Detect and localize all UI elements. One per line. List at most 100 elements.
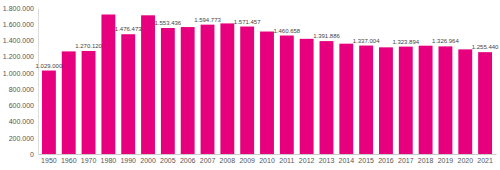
- bar: [260, 32, 274, 154]
- bar: [379, 47, 393, 154]
- x-tick: 2019: [438, 154, 454, 164]
- x-tick-label: 2012: [299, 157, 315, 164]
- bar: [121, 34, 135, 154]
- y-tick: 1.000.000: [3, 70, 38, 77]
- x-tick: 2000: [140, 154, 156, 164]
- y-tick-label: 1.200.000: [3, 53, 34, 60]
- y-tick: 400.000: [9, 118, 38, 125]
- y-tick-label: 400.000: [9, 118, 34, 125]
- x-tick-label: 2006: [180, 157, 196, 164]
- x-axis: 1950 1960 1970 19801990 2000 2005 2006 2007 2008…: [39, 154, 497, 164]
- x-tick: 2006: [180, 154, 196, 164]
- y-tick: 200.000: [9, 135, 38, 142]
- x-tick-label: 1990: [120, 157, 136, 164]
- bar: [141, 15, 155, 154]
- data-label: 1.323.894: [392, 39, 419, 45]
- bar: [320, 41, 334, 154]
- x-tick: 2017: [398, 154, 414, 164]
- bar: [220, 23, 234, 154]
- bar: [439, 46, 453, 154]
- x-tick: 2011: [279, 154, 294, 164]
- y-tick-label: 1.800.000: [3, 5, 34, 12]
- x-tick: 2021: [477, 154, 493, 164]
- y-tick: 1.600.000: [3, 21, 38, 28]
- y-tick: 1.400.000: [3, 37, 38, 44]
- bar: [419, 46, 433, 154]
- plot-area: 0200.000400.000600.000800.0001.000.0001.…: [3, 5, 499, 164]
- x-tick-label: 2005: [160, 157, 176, 164]
- x-tick: 1960: [61, 154, 77, 164]
- x-tick-label: 2013: [319, 157, 335, 164]
- bar: [240, 27, 254, 154]
- bar: [62, 51, 76, 154]
- data-label: 1.337.004: [353, 38, 380, 44]
- x-tick-label: 2007: [200, 157, 216, 164]
- x-tick-label: 1950: [41, 157, 57, 164]
- data-label: 1.571.457: [234, 19, 261, 25]
- bar: [280, 36, 294, 154]
- x-tick: 1950: [41, 154, 57, 164]
- y-tick: 800.000: [9, 86, 38, 93]
- x-tick: 2008: [220, 154, 236, 164]
- bar: [161, 28, 175, 154]
- x-tick-label: 1980: [101, 157, 117, 164]
- x-tick-label: 2009: [239, 157, 255, 164]
- x-tick-label: 2019: [438, 157, 454, 164]
- x-tick-label: 1970: [81, 157, 97, 164]
- y-tick: 0: [30, 151, 38, 158]
- x-tick: 2009: [239, 154, 255, 164]
- x-tick: 2020: [457, 154, 473, 164]
- data-label: 1.270.120: [75, 43, 102, 49]
- x-tick-label: 2011: [279, 157, 294, 164]
- x-tick: 1980: [101, 154, 117, 164]
- y-tick-label: 1.600.000: [3, 21, 34, 28]
- x-tick: 2007: [200, 154, 216, 164]
- bar: [339, 44, 353, 154]
- x-tick-label: 2016: [378, 157, 394, 164]
- bar: [300, 39, 314, 154]
- y-tick-label: 600.000: [9, 102, 34, 109]
- bar: [201, 25, 215, 154]
- y-tick-label: 1.400.000: [3, 37, 34, 44]
- y-tick: 1.800.000: [3, 5, 38, 12]
- x-tick: 1970: [81, 154, 97, 164]
- x-tick-label: 2020: [457, 157, 473, 164]
- data-label: 1.029.000: [36, 63, 63, 69]
- y-tick-label: 0: [30, 151, 34, 158]
- x-tick: 2012: [299, 154, 315, 164]
- bar: [82, 51, 96, 154]
- data-label: 1.594.773: [194, 17, 221, 23]
- bar: [399, 47, 413, 154]
- data-label: 1.460.658: [273, 28, 300, 34]
- x-tick-label: 2014: [339, 157, 355, 164]
- x-tick: 2016: [378, 154, 394, 164]
- data-label: 1.391.886: [313, 33, 340, 39]
- bars: [42, 14, 492, 154]
- x-tick-label: 2015: [358, 157, 374, 164]
- x-tick-label: 1960: [61, 157, 77, 164]
- data-label: 1.476.473: [115, 26, 142, 32]
- y-tick-label: 800.000: [9, 86, 34, 93]
- x-tick-label: 2000: [140, 157, 156, 164]
- bar: [359, 46, 373, 154]
- x-tick: 2005: [160, 154, 176, 164]
- bar: [181, 27, 195, 154]
- y-tick: 600.000: [9, 102, 38, 109]
- data-label: 1.326.964: [432, 38, 459, 44]
- x-tick: 2013: [319, 154, 335, 164]
- y-axis: 0 200.000 400.000 600.000 800.000 1.000.000 1.…: [3, 5, 39, 158]
- x-tick: 1990: [120, 154, 136, 164]
- bar: [458, 49, 472, 154]
- x-tick-label: 2018: [418, 157, 434, 164]
- bar: [478, 52, 492, 154]
- data-label: 1.255.440: [472, 44, 499, 50]
- y-tick-label: 200.000: [9, 135, 34, 142]
- y-tick: 1.200.000: [3, 53, 38, 60]
- x-tick-label: 2017: [398, 157, 414, 164]
- x-axis-line: [39, 154, 497, 155]
- bar: [101, 14, 115, 154]
- x-tick: 2010: [259, 154, 275, 164]
- y-tick-label: 1.000.000: [3, 70, 34, 77]
- y-axis-line: [38, 9, 39, 155]
- chart: 0200.000400.000600.000800.0001.000.0001.…: [0, 0, 500, 170]
